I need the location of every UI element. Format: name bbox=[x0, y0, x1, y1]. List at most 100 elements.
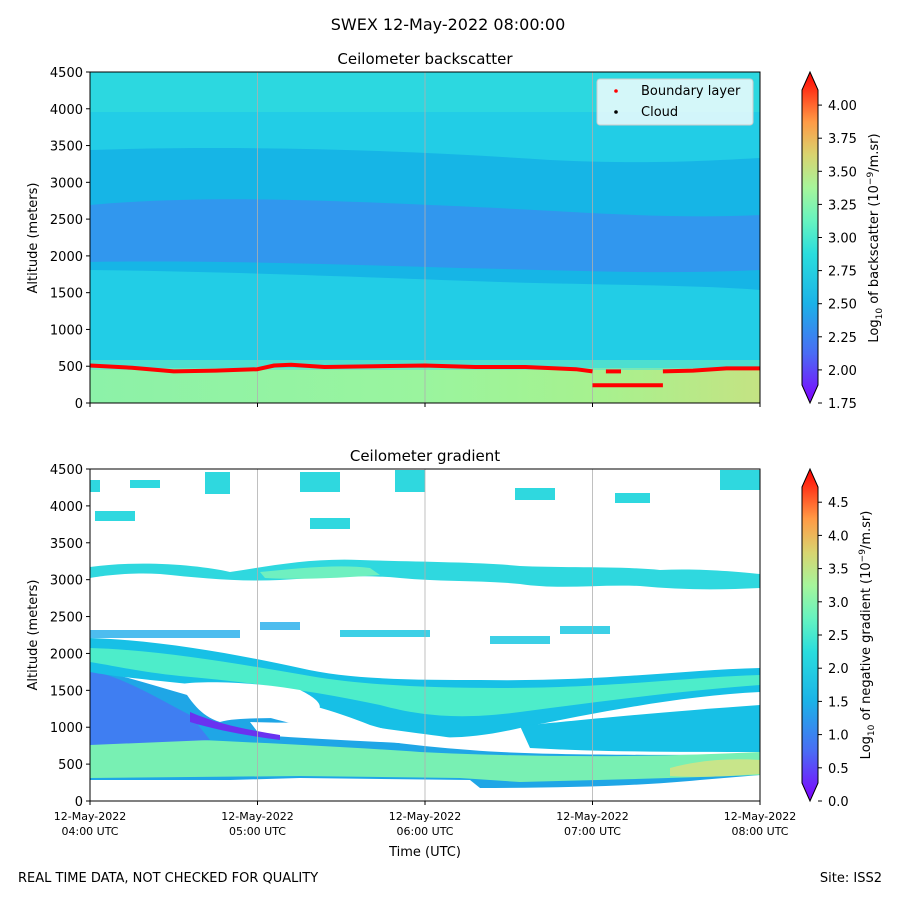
y-tick-label: 2500 bbox=[50, 611, 83, 626]
y-tick-label: 500 bbox=[58, 758, 83, 773]
x-tick-time: 04:00 UTC bbox=[61, 825, 118, 838]
gradient-top-patch-a bbox=[90, 480, 100, 492]
y-tick-label: 1500 bbox=[50, 684, 83, 699]
gradient-gap-3 bbox=[520, 705, 760, 752]
x-tick-time: 05:00 UTC bbox=[229, 825, 286, 838]
colorbar-tick-label: 0.0 bbox=[828, 795, 849, 810]
y-tick-label: 2500 bbox=[50, 213, 83, 228]
colorbar-tick-label: 3.00 bbox=[828, 232, 857, 247]
top-colorbar-ticks: 1.75 2.00 2.25 2.50 2.75 3.00 3.25 3.50 3.75 4.00 bbox=[818, 99, 857, 412]
gradient-top-patch-h bbox=[95, 511, 135, 521]
gradient-top-patch-c bbox=[205, 472, 230, 494]
y-tick-label: 1500 bbox=[50, 287, 83, 302]
top-y-axis: 0 500 1000 1500 2000 2500 3000 3500 4000 4500 bbox=[50, 66, 90, 412]
colorbar-tick-label: 3.0 bbox=[828, 596, 849, 611]
x-tick-time: 06:00 UTC bbox=[396, 825, 453, 838]
colorbar-tick-label: 3.5 bbox=[828, 563, 849, 578]
bottom-panel-title: Ceilometer gradient bbox=[350, 447, 500, 465]
colorbar-tick-label: 0.5 bbox=[828, 762, 849, 777]
y-tick-label: 3500 bbox=[50, 140, 83, 155]
gradient-lower-layer-warm bbox=[670, 759, 760, 777]
gradient-top-patch-e bbox=[395, 470, 425, 492]
colorbar-tick-label: 1.75 bbox=[828, 397, 857, 412]
gradient-top-patch-d bbox=[300, 472, 340, 492]
x-tick-date: 12-May-2022 bbox=[221, 810, 293, 823]
colorbar-tick-label: 3.75 bbox=[828, 132, 857, 147]
bottom-colorbar-label: Log10 of negative gradient (10−9/m.sr) bbox=[858, 511, 877, 760]
bottom-colorbar: 0.0 0.5 1.0 1.5 2.0 2.5 3.0 3.5 4.0 4.5 Log10 of … bbox=[801, 467, 877, 810]
y-tick-label: 3500 bbox=[50, 537, 83, 552]
y-tick-label: 4000 bbox=[50, 103, 83, 118]
top-y-label: Altitude (meters) bbox=[26, 183, 41, 294]
x-tick-date: 12-May-2022 bbox=[54, 810, 126, 823]
legend-marker-boundary-layer bbox=[614, 89, 618, 93]
bottom-colorbar-body bbox=[801, 467, 819, 803]
colorbar-tick-label: 1.0 bbox=[828, 729, 849, 744]
boundary-layer-line bbox=[90, 362, 593, 374]
legend-label-boundary-layer: Boundary layer bbox=[641, 84, 741, 99]
gradient-top-patch-g bbox=[720, 470, 760, 490]
legend-marker-cloud bbox=[614, 110, 618, 114]
y-tick-label: 4000 bbox=[50, 500, 83, 515]
gradient-gap-1 bbox=[180, 682, 320, 722]
y-tick-label: 2000 bbox=[50, 250, 83, 265]
gradient-patch-2300a bbox=[90, 630, 240, 638]
footer-site: Site: ISS2 bbox=[820, 871, 882, 886]
top-panel-title: Ceilometer backscatter bbox=[337, 50, 513, 68]
top-colorbar: 1.75 2.00 2.25 2.50 2.75 3.00 3.25 3.50 3.75 4.00… bbox=[801, 70, 885, 412]
y-tick-label: 1000 bbox=[50, 323, 83, 338]
y-tick-label: 4500 bbox=[50, 463, 83, 478]
y-tick-label: 500 bbox=[58, 360, 83, 375]
gradient-patch-2300b bbox=[260, 622, 300, 630]
y-tick-label: 0 bbox=[75, 795, 83, 810]
gradient-top-patch-f bbox=[515, 488, 555, 500]
gradient-patch-2300d bbox=[490, 636, 550, 644]
top-x-gridlines bbox=[257, 72, 593, 403]
gradient-top-patch-i bbox=[310, 518, 350, 529]
gradient-top-patch-b bbox=[130, 480, 160, 488]
colorbar-tick-label: 3.50 bbox=[828, 165, 857, 180]
colorbar-tick-label: 2.00 bbox=[828, 364, 857, 379]
footer-quality-note: REAL TIME DATA, NOT CHECKED FOR QUALITY bbox=[18, 871, 318, 886]
bottom-y-label: Altitude (meters) bbox=[26, 580, 41, 691]
boundary-layer-line bbox=[662, 366, 760, 374]
gradient-gap-2 bbox=[250, 722, 490, 746]
bottom-x-axis: 12-May-2022 04:00 UTC 12-May-2022 05:00 UTC… bbox=[54, 801, 796, 838]
colorbar-tick-label: 1.5 bbox=[828, 695, 849, 710]
colorbar-tick-label: 4.0 bbox=[828, 529, 849, 544]
y-tick-label: 4500 bbox=[50, 66, 83, 81]
colorbar-tick-label: 2.25 bbox=[828, 331, 857, 346]
legend-box bbox=[596, 78, 754, 126]
colorbar-tick-label: 4.5 bbox=[828, 496, 849, 511]
colorbar-tick-label: 3.25 bbox=[828, 198, 857, 213]
gradient-patch-2300c bbox=[340, 630, 430, 637]
x-tick-date: 12-May-2022 bbox=[724, 810, 796, 823]
y-tick-label: 3000 bbox=[50, 176, 83, 191]
colorbar-tick-label: 2.75 bbox=[828, 265, 857, 280]
colorbar-tick-label: 4.00 bbox=[828, 99, 857, 114]
gradient-top-patch-j bbox=[615, 493, 650, 503]
bottom-colorbar-ticks: 0.0 0.5 1.0 1.5 2.0 2.5 3.0 3.5 4.0 4.5 bbox=[818, 496, 849, 810]
gradient-lower-shoulder bbox=[90, 670, 210, 745]
x-tick-time: 07:00 UTC bbox=[564, 825, 621, 838]
boundary-layer-series bbox=[90, 362, 760, 388]
y-tick-label: 1000 bbox=[50, 721, 83, 736]
bottom-x-label: Time (UTC) bbox=[388, 845, 461, 860]
bottom-x-gridlines bbox=[257, 469, 593, 801]
bottom-y-axis: 0 500 1000 1500 2000 2500 3000 3500 4000 4500 bbox=[50, 463, 90, 810]
y-tick-label: 2000 bbox=[50, 647, 83, 662]
top-x-ticks bbox=[89, 403, 761, 407]
legend: Boundary layer Cloud bbox=[596, 78, 754, 126]
colorbar-tick-label: 2.50 bbox=[828, 298, 857, 313]
top-colorbar-body bbox=[801, 70, 819, 405]
gradient-cloud-band-core bbox=[260, 566, 380, 579]
y-tick-label: 3000 bbox=[50, 574, 83, 589]
x-tick-date: 12-May-2022 bbox=[556, 810, 628, 823]
figure-title: SWEX 12-May-2022 08:00:00 bbox=[331, 15, 566, 34]
colorbar-tick-label: 2.0 bbox=[828, 662, 849, 677]
x-tick-date: 12-May-2022 bbox=[389, 810, 461, 823]
gradient-patch-2300e bbox=[560, 626, 610, 634]
y-tick-label: 0 bbox=[75, 397, 83, 412]
top-colorbar-label: Log10 of backscatter (10−9/m.sr) bbox=[866, 133, 885, 342]
